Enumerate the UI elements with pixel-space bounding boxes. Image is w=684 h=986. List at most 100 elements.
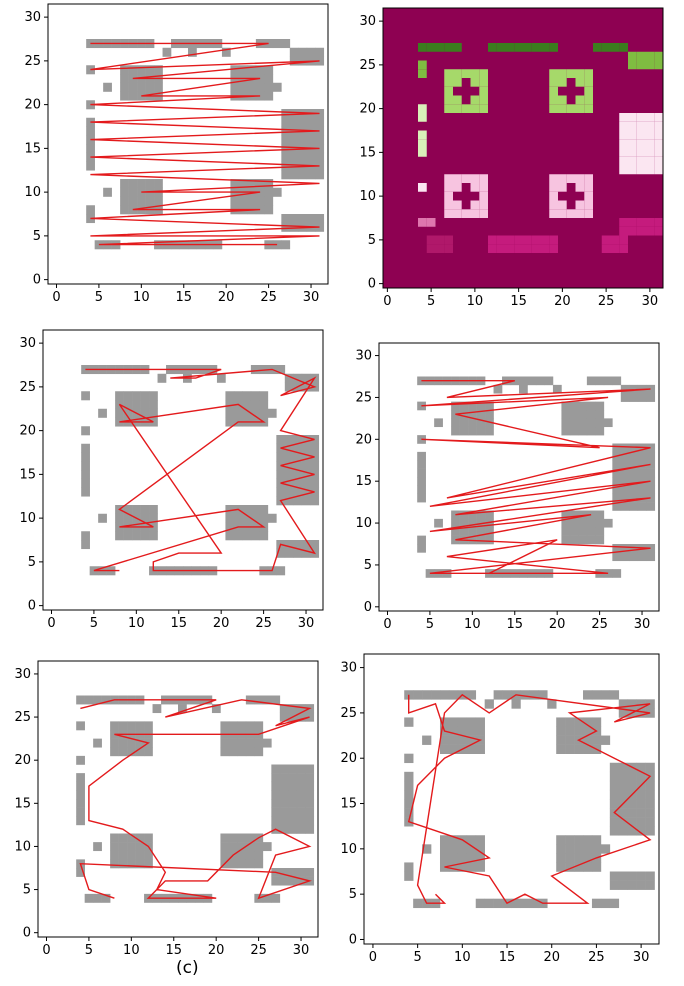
heatmap-cell — [540, 235, 550, 245]
obstacle-cell — [476, 426, 486, 436]
obstacle-cell — [612, 493, 622, 503]
obstacle-cell — [220, 842, 230, 852]
heatmap-cell — [549, 43, 558, 52]
heatmap-cell — [418, 139, 427, 148]
obstacle-cell — [561, 401, 571, 411]
obstacle-cell — [220, 850, 230, 860]
obstacle-cell — [519, 376, 528, 386]
heatmap-cell — [610, 43, 620, 52]
obstacle-cell — [484, 699, 494, 709]
obstacle-cell — [238, 65, 248, 75]
obstacle-cell — [76, 781, 85, 791]
obstacle-cell — [216, 373, 226, 383]
x-tick-label: 20 — [218, 290, 235, 305]
heatmap-cell — [444, 78, 453, 87]
x-tick-label: 30 — [293, 943, 310, 958]
obstacle-cell — [110, 738, 119, 748]
heatmap-cell — [628, 113, 637, 122]
heatmap-cell — [645, 139, 655, 148]
cross-mark — [558, 86, 585, 96]
obstacle-cell — [305, 773, 315, 783]
obstacle-cell — [101, 893, 111, 903]
obstacle-cell — [315, 144, 325, 154]
obstacle-cell — [289, 222, 299, 232]
obstacle-cell — [281, 39, 291, 49]
obstacle-cell — [595, 518, 605, 528]
obstacle-cell — [627, 871, 637, 881]
obstacle-cell — [152, 704, 162, 714]
obstacle-cell — [259, 400, 269, 410]
heatmap-cell — [628, 60, 637, 70]
heatmap-cell — [636, 113, 646, 122]
heatmap-cell — [444, 183, 453, 192]
obstacle-cell — [289, 161, 299, 171]
obstacle-cell — [475, 898, 485, 909]
obstacle-cell — [132, 531, 141, 541]
obstacle-cell — [439, 735, 450, 745]
obstacle-cell — [123, 400, 133, 410]
obstacle-cell — [637, 460, 647, 469]
obstacle-cell — [565, 835, 575, 845]
obstacle-cell — [228, 738, 238, 748]
obstacle-cell — [620, 493, 630, 503]
obstacle-cell — [646, 544, 656, 553]
obstacle-cell — [127, 738, 136, 748]
obstacle-cell — [448, 862, 459, 872]
obstacle-cell — [475, 744, 485, 754]
obstacle-cell — [529, 898, 539, 909]
obstacle-cell — [289, 152, 299, 162]
obstacle-cell — [271, 816, 281, 826]
obstacle-cell — [76, 868, 85, 877]
obstacle-cell — [466, 690, 477, 700]
obstacle-cell — [284, 487, 294, 497]
heatmap-cell — [444, 200, 453, 210]
obstacle-cell — [225, 400, 235, 410]
x-tick-label: 30 — [633, 950, 650, 965]
obstacle-cell — [118, 721, 128, 731]
obstacle-cell — [250, 391, 260, 401]
obstacle-cell — [284, 452, 294, 462]
obstacle-cell — [76, 807, 85, 817]
obstacle-cell — [120, 74, 129, 84]
x-tick-label: 20 — [549, 617, 566, 632]
obstacle-cell — [145, 82, 155, 92]
obstacle-cell — [583, 835, 593, 845]
heatmap-cell — [628, 148, 637, 157]
obstacle-cell — [118, 833, 128, 843]
obstacle-cell — [565, 844, 575, 854]
obstacle-cell — [220, 738, 230, 748]
obstacle-cell — [86, 205, 95, 215]
heatmap-cell — [418, 183, 427, 192]
obstacle-cell — [315, 170, 325, 180]
obstacle-cell — [188, 47, 197, 57]
obstacle-cell — [301, 452, 311, 462]
obstacle-cell — [271, 876, 281, 886]
obstacle-cell — [149, 417, 158, 427]
heatmap-cell — [549, 95, 558, 105]
heatmap-cell — [435, 235, 445, 245]
obstacle-cell — [225, 531, 235, 541]
heatmap-cell — [453, 78, 462, 87]
obstacle-cell — [510, 376, 520, 386]
heatmap-cell — [645, 165, 655, 175]
x-tick-label: 5 — [95, 290, 103, 305]
obstacle-cell — [556, 717, 566, 727]
obstacle-cell — [609, 817, 620, 827]
obstacle-cell — [561, 410, 571, 419]
x-tick-label: 0 — [383, 294, 391, 309]
obstacle-cell — [609, 871, 620, 881]
y-tick-label: 25 — [340, 706, 357, 721]
heatmap-cell — [558, 174, 567, 183]
obstacle-cell — [574, 726, 584, 736]
obstacle-cell — [120, 196, 129, 206]
obstacle-cell — [233, 513, 243, 523]
obstacle-cell — [279, 781, 289, 791]
obstacle-cell — [118, 850, 128, 860]
obstacle-cell — [110, 721, 119, 731]
obstacle-cell — [636, 762, 646, 773]
y-tick-label: 20 — [14, 753, 31, 768]
obstacle-cell — [448, 690, 459, 700]
obstacle-cell — [81, 487, 90, 497]
obstacle-cell — [262, 842, 272, 852]
obstacle-cell — [629, 493, 639, 503]
